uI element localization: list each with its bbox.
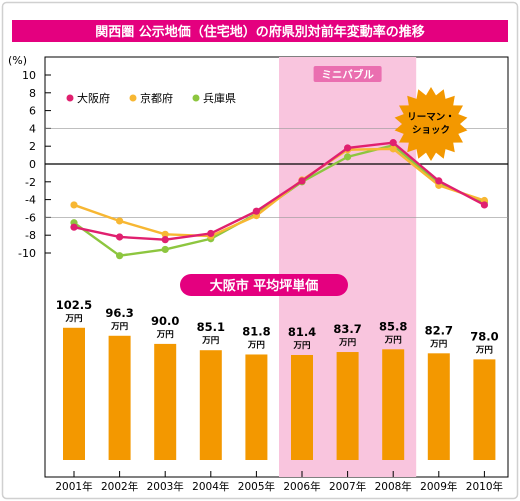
bar-value-label: 81.4: [288, 325, 316, 339]
x-tick-label: 2003年: [147, 480, 184, 493]
data-point: [435, 177, 443, 185]
bar-chart-title: 大阪市 平均坪単価: [210, 278, 319, 294]
bar: [336, 352, 359, 460]
legend-label: 京都府: [140, 91, 173, 105]
bar-unit-label: 万円: [156, 330, 174, 340]
data-point: [116, 252, 124, 260]
x-tick-label: 2002年: [101, 480, 138, 493]
legend: 大阪府 京都府 兵庫県: [66, 91, 236, 105]
y-tick-label: 0: [29, 158, 36, 171]
bar-unit-label: 万円: [110, 322, 128, 332]
legend-swatch: [129, 94, 137, 102]
bar-value-label: 83.7: [333, 322, 361, 336]
data-point: [480, 201, 488, 209]
x-tick-label: 2006年: [283, 480, 320, 493]
x-tick-label: 2007年: [329, 480, 366, 493]
bar: [245, 354, 268, 460]
bar: [473, 359, 496, 460]
data-point: [252, 207, 260, 215]
bar: [199, 350, 222, 460]
legend-swatch: [66, 94, 74, 102]
data-point: [344, 144, 352, 152]
y-tick-label: 8: [29, 87, 36, 100]
bar-series-group: 102.5 万円 96.3 万円 90.0 万円 85.1 万円 81.8 万円 81.4 万円 83.…: [56, 298, 499, 460]
x-axis: 2001年 2002年 2003年 2004年 2005年 2006年 2007年 2008年…: [55, 471, 503, 493]
x-tick-label: 2008年: [375, 480, 412, 493]
x-tick-label: 2004年: [192, 480, 229, 493]
lehman-shock-label-line2: ショック: [412, 125, 450, 136]
bar-chart-title-bg: [180, 274, 348, 296]
legend-label: 大阪府: [77, 91, 110, 105]
y-tick-label: 10: [22, 69, 36, 82]
bar-value-label: 81.8: [242, 324, 270, 338]
y-tick-label: 2: [29, 140, 36, 153]
x-tick-label: 2005年: [238, 480, 275, 493]
bar: [427, 353, 450, 460]
mini-bubble-label-bg: [313, 66, 382, 82]
y-axis-unit: (%): [8, 54, 27, 67]
bar-unit-label: 万円: [247, 340, 265, 350]
data-point: [116, 217, 124, 225]
bar-value-label: 96.3: [105, 306, 133, 320]
bar-unit-label: 万円: [338, 338, 356, 348]
data-point: [70, 201, 78, 209]
data-point: [161, 236, 169, 244]
bar: [154, 343, 177, 460]
data-point: [298, 177, 306, 185]
y-tick-label: -8: [25, 229, 36, 242]
x-tick-label: 2001年: [55, 480, 92, 493]
data-point: [207, 229, 215, 238]
line-series: [73, 147, 485, 238]
x-tick-label: 2010年: [466, 480, 503, 493]
mini-bubble-label: ミニバブル: [321, 68, 374, 81]
data-point: [161, 245, 169, 254]
y-tick-label: -4: [25, 194, 36, 207]
bar-value-label: 85.8: [379, 319, 407, 333]
data-point: [344, 153, 352, 161]
data-point: [389, 139, 397, 147]
legend-label: 兵庫県: [203, 91, 236, 105]
title-bar: [12, 20, 508, 42]
y-tick-label: -6: [25, 211, 36, 224]
plot-area: [44, 56, 509, 478]
line-series: [73, 141, 485, 241]
bar-unit-label: 万円: [201, 336, 219, 346]
bar: [291, 354, 313, 460]
data-point: [389, 145, 397, 153]
y-axis: 10 8 6 4 2 0 -2 -4 -6 -8 -10: [18, 69, 508, 260]
data-point: [70, 223, 78, 231]
y-tick-label: -10: [18, 247, 36, 260]
bar-unit-label: 万円: [64, 314, 82, 324]
bar-value-label: 82.7: [425, 323, 453, 337]
bar-unit-label: 万円: [475, 345, 493, 355]
y-tick-label: 6: [29, 105, 36, 118]
bar-value-label: 102.5: [56, 298, 92, 312]
bar: [63, 327, 85, 460]
legend-swatch: [192, 94, 200, 102]
lehman-shock-burst: [394, 87, 468, 161]
data-point: [161, 230, 169, 238]
bar-value-label: 78.0: [470, 329, 498, 343]
line-series-group: [70, 139, 488, 260]
chart-title: 関西圏 公示地価（住宅地）の府県別対前年変動率の推移: [95, 24, 425, 40]
bar-value-label: 90.0: [151, 314, 179, 328]
data-point: [116, 233, 124, 241]
bar: [382, 349, 405, 460]
x-tick-label: 2009年: [420, 480, 457, 493]
bar: [108, 335, 131, 460]
bar-unit-label: 万円: [429, 339, 447, 349]
y-tick-label: 4: [29, 122, 36, 135]
lehman-shock-label-line1: リーマン・: [407, 112, 455, 123]
bar-value-label: 85.1: [197, 320, 225, 334]
bar-unit-label: 万円: [292, 341, 310, 351]
y-tick-label: -2: [25, 176, 36, 189]
bar-unit-label: 万円: [384, 335, 402, 345]
